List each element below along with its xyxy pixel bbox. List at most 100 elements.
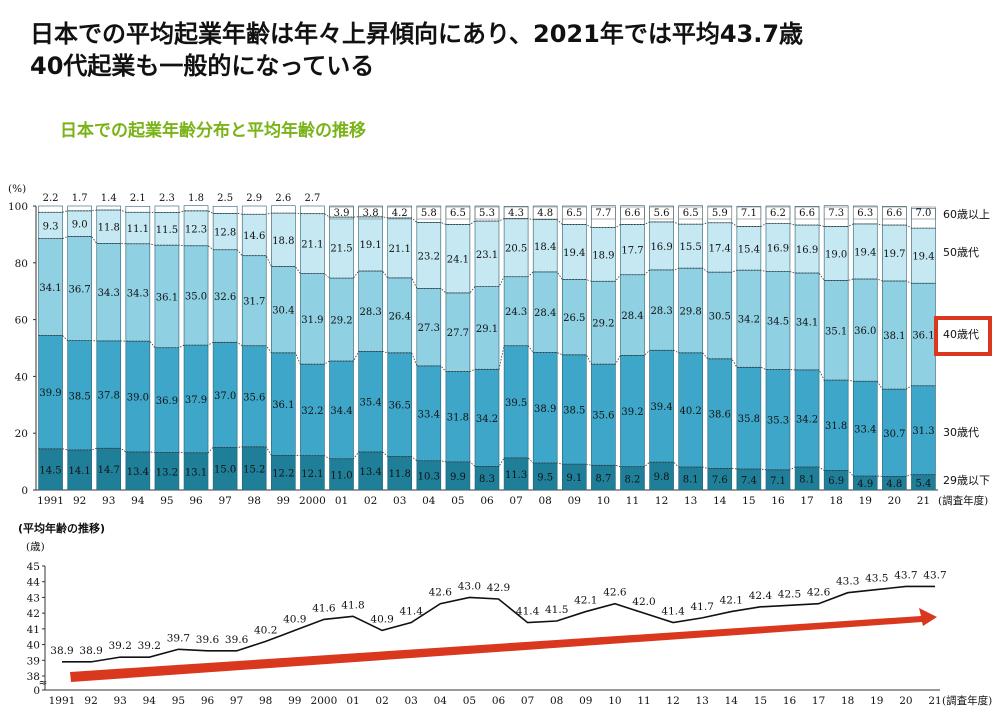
bar-legend-label: 50歳代 [943,246,979,259]
line-value-label: 42.6 [429,587,453,599]
line-value-label: 38.9 [50,645,73,657]
line-y-unit: (歳) [26,541,45,553]
bar-x-tick: 99 [277,495,290,507]
bar-value-label: 38.5 [563,405,585,416]
bar-segment [823,379,849,471]
bar-value-label: 9.8 [654,472,670,483]
bar-segment [823,280,849,381]
bar-segment [271,205,296,214]
bar-segment [329,277,354,362]
line-value-label: 40.2 [254,624,277,636]
bar-legend-label: 30歳代 [943,426,979,439]
bar-segment [125,451,151,491]
line-x-tick: 06 [492,695,506,707]
bar-segment [474,368,500,467]
bar-value-label: 12.8 [214,228,236,239]
bar-segment [271,212,296,267]
bar-segment [125,340,151,453]
bar-value-label: 36.5 [389,401,411,412]
bar-value-label: 13.2 [156,467,178,478]
line-y-tick: 45 [27,561,40,573]
bar-value-label: 15.5 [680,242,702,253]
bar-top-label-box [620,206,645,220]
line-value-label: 42.4 [749,590,773,602]
line-value-label: 43.3 [836,576,859,588]
trend-arrow [70,608,937,682]
bar-value-label-top: 2.5 [217,193,233,204]
bar-value-label: 19.1 [359,240,381,251]
line-x-tick: 97 [230,695,243,707]
line-y-tick: 39 [27,655,40,667]
bar-value-label: 16.9 [650,242,672,253]
bar-value-label: 14.7 [98,465,120,476]
bar-segment [591,227,616,282]
bar-top-label-box [882,206,907,220]
bar-segment [416,460,442,491]
bar-value-label-top: 7.3 [828,208,844,219]
bar-segment [96,209,122,244]
bar-segment [678,352,703,468]
bar-value-label: 28.3 [650,306,672,317]
bar-value-label: 21.1 [389,244,411,255]
bar-value-label: 34.2 [738,315,760,326]
line-x-tick: 92 [84,695,97,707]
bar-value-label-top: 5.6 [654,208,670,219]
bar-value-label: 30.5 [709,311,731,322]
bar-value-label: 11.0 [330,470,352,481]
bar-segment [300,205,325,214]
bar-segment [96,340,122,449]
bar-value-label: 21.1 [301,240,323,251]
line-x-tick: 18 [841,695,854,707]
bar-segment [591,363,616,466]
bar-value-label: 26.5 [563,313,585,324]
bar-value-label: 36.1 [156,292,178,303]
bar-segment [649,269,674,351]
bar-value-label-top: 3.8 [363,208,379,219]
bar-segment [38,448,63,491]
line-y-tick: 42 [27,608,40,620]
bar-value-label: 39.5 [505,398,527,409]
line-value-label: 43.7 [894,569,917,581]
bar-value-label: 13.4 [359,467,381,478]
bar-x-tick: 16 [771,495,785,507]
line-y-tick: 0 [33,685,40,697]
bar-value-label: 23.1 [476,250,498,261]
bar-value-label: 15.2 [243,464,265,475]
bar-top-label-box [736,206,762,220]
bar-value-label: 18.8 [272,236,294,247]
bar-value-label: 30.7 [883,429,905,440]
bar-segment [154,347,180,453]
bar-segment [125,211,151,245]
bar-segment [183,205,209,212]
bar-value-label-top: 6.2 [770,208,786,219]
bar-legend-label: 29歳以下 [943,474,990,487]
bar-segment [882,388,907,477]
line-value-label: 42.1 [720,595,743,607]
line-x-tick: 98 [259,695,272,707]
bar-value-label: 14.1 [69,466,91,477]
bar-value-label-top: 2.9 [246,193,262,204]
line-x-tick: 15 [754,695,767,707]
bar-segment [96,243,122,342]
bar-value-label: 40.2 [680,406,702,417]
bar-top-label-box [765,206,791,220]
line-value-label: 39.7 [167,632,190,644]
bar-value-label: 34.1 [796,317,818,328]
bar-segment [387,352,413,457]
bar-segment [852,223,878,280]
line-value-label: 39.2 [109,640,132,652]
bar-segment [96,447,122,491]
bar-legend-label: 60歳以上 [943,208,990,221]
bar-value-label: 10.3 [418,471,440,482]
bar-segment [649,221,674,271]
line-x-tick: 02 [375,695,388,707]
line-x-tick: 1991 [49,695,76,707]
bar-segment [823,226,849,281]
bar-value-label: 34.2 [796,414,818,425]
bar-x-tick: 09 [568,495,581,507]
bar-top-label-box [678,206,703,220]
bar-value-label: 35.4 [359,398,381,409]
bar-value-label: 11.1 [127,224,149,235]
bar-x-tick: 07 [509,495,522,507]
